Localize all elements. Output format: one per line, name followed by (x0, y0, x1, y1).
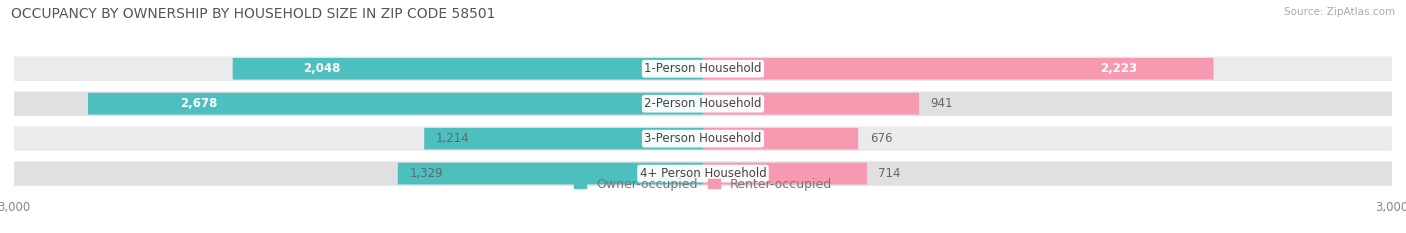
FancyBboxPatch shape (703, 58, 1213, 80)
Text: 714: 714 (879, 167, 901, 180)
FancyBboxPatch shape (14, 161, 1392, 186)
FancyBboxPatch shape (703, 93, 920, 115)
FancyBboxPatch shape (14, 57, 1392, 81)
Text: 941: 941 (931, 97, 953, 110)
FancyBboxPatch shape (14, 127, 1392, 151)
Text: 2-Person Household: 2-Person Household (644, 97, 762, 110)
Text: Source: ZipAtlas.com: Source: ZipAtlas.com (1284, 7, 1395, 17)
Text: 2,048: 2,048 (304, 62, 340, 75)
FancyBboxPatch shape (14, 92, 1392, 116)
FancyBboxPatch shape (398, 163, 703, 185)
Text: 4+ Person Household: 4+ Person Household (640, 167, 766, 180)
Text: OCCUPANCY BY OWNERSHIP BY HOUSEHOLD SIZE IN ZIP CODE 58501: OCCUPANCY BY OWNERSHIP BY HOUSEHOLD SIZE… (11, 7, 496, 21)
FancyBboxPatch shape (425, 128, 703, 150)
FancyBboxPatch shape (703, 163, 868, 185)
Text: 3-Person Household: 3-Person Household (644, 132, 762, 145)
Text: 1-Person Household: 1-Person Household (644, 62, 762, 75)
FancyBboxPatch shape (232, 58, 703, 80)
Text: 2,678: 2,678 (180, 97, 218, 110)
Text: 2,223: 2,223 (1099, 62, 1137, 75)
Text: 1,329: 1,329 (409, 167, 443, 180)
Text: 676: 676 (870, 132, 893, 145)
FancyBboxPatch shape (703, 128, 858, 150)
FancyBboxPatch shape (89, 93, 703, 115)
Text: 1,214: 1,214 (436, 132, 470, 145)
Legend: Owner-occupied, Renter-occupied: Owner-occupied, Renter-occupied (568, 173, 838, 196)
